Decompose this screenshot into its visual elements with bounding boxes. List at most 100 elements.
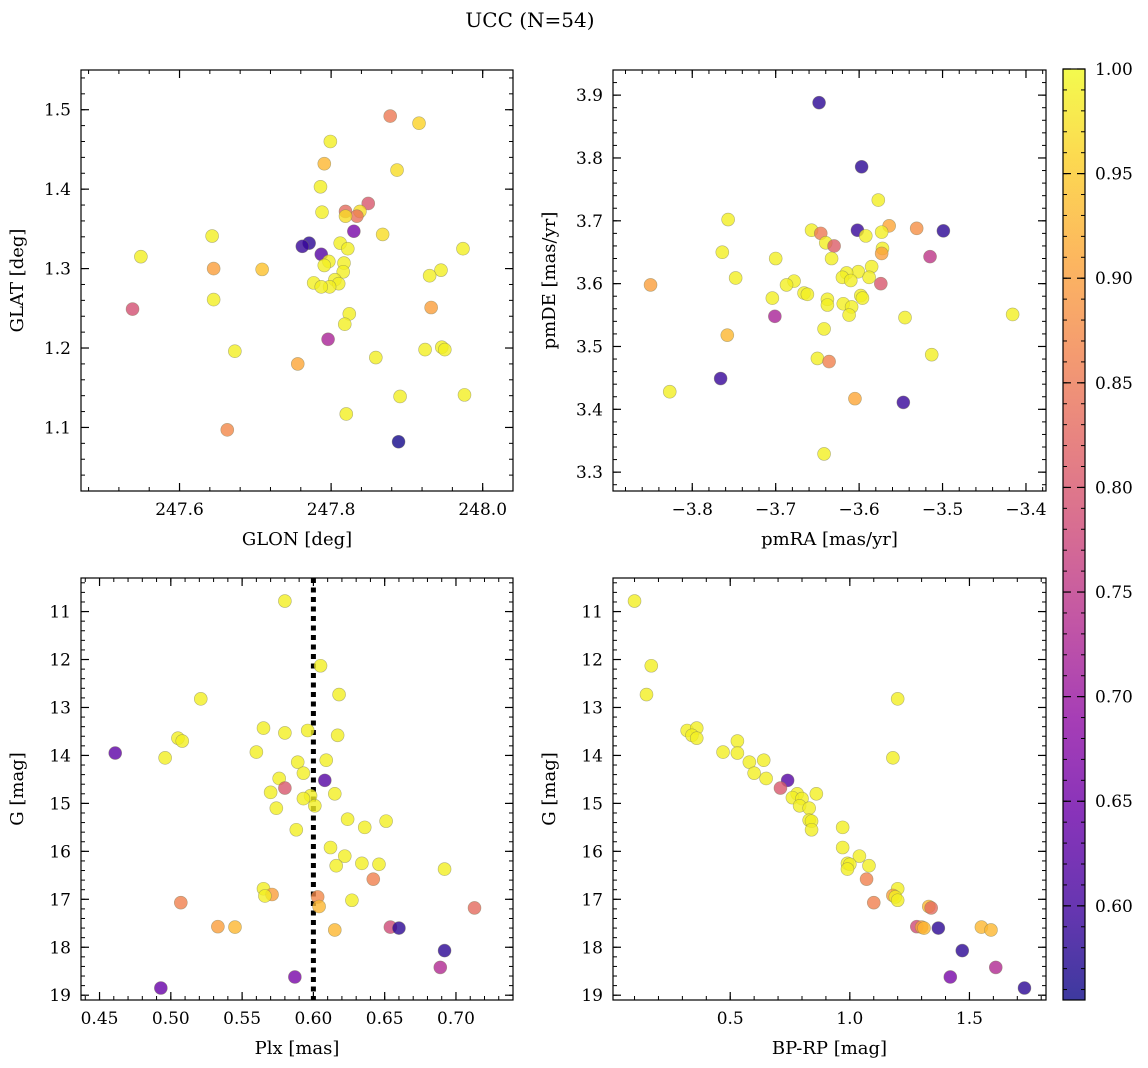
scatter-point (391, 434, 406, 449)
x-axis-label: pmRA [mas/yr] (761, 529, 898, 550)
scatter-point (924, 901, 938, 915)
scatter-point (418, 342, 432, 357)
scatter-point (817, 447, 831, 461)
scatter-point (874, 276, 888, 291)
y-tick-label: 14 (49, 746, 71, 766)
y-tick-label: 3.6 (576, 275, 603, 295)
scatter-point (802, 801, 816, 815)
y-tick-label: 3.9 (576, 86, 603, 106)
scatter-point (340, 812, 355, 827)
scatter-point (874, 246, 889, 261)
scatter-point (456, 241, 470, 256)
y-tick-label: 1.5 (44, 101, 71, 121)
y-tick-label: 1.1 (44, 418, 71, 438)
scatter-point (721, 212, 735, 227)
scatter-point (874, 225, 889, 239)
colorbar-tick-label: 0.80 (1095, 478, 1133, 498)
scatter-point (313, 179, 328, 194)
panel-bprp-g: 0.5 1.0 1.5 11 12 13 14 15 16 17 18 19 BP-RP [mag] G … (539, 577, 1047, 1059)
scatter-point (375, 227, 390, 242)
y-tick-label: 19 (581, 986, 603, 1006)
x-axis-label: BP-RP [mag] (772, 1038, 887, 1059)
x-axis-label: GLON [deg] (242, 529, 352, 550)
scatter-points (627, 594, 1032, 995)
scatter-point (747, 766, 761, 780)
scatter-point (923, 249, 937, 264)
y-tick-label: 12 (49, 651, 71, 671)
scatter-point (715, 245, 730, 260)
scatter-point (369, 350, 383, 365)
axes-frame (612, 69, 1047, 492)
y-tick-label: 1.2 (44, 339, 71, 359)
scatter-point (134, 249, 148, 264)
scatter-point (319, 753, 334, 768)
scatter-point (249, 745, 264, 759)
scatter-point (392, 921, 406, 935)
scatter-point (917, 921, 931, 935)
x-tick-label: −3.4 (1005, 500, 1046, 520)
scatter-point (943, 970, 958, 984)
scatter-point (1005, 307, 1020, 322)
scatter-point (308, 798, 322, 813)
scatter-points (108, 594, 482, 995)
x-tick-label: −3.7 (755, 500, 796, 520)
scatter-point (263, 785, 278, 800)
y-tick-label: 3.8 (576, 149, 603, 169)
scatter-point (936, 224, 951, 238)
scatter-point (768, 309, 782, 324)
x-axis-label: Plx [mas] (255, 1038, 340, 1059)
scatter-point (848, 391, 862, 406)
y-tick-label: 13 (49, 698, 71, 718)
scatter-point (379, 814, 393, 828)
y-axis-label: pmDE [mas/yr] (539, 212, 560, 350)
scatter-point (858, 229, 873, 243)
scatter-point (158, 751, 172, 765)
scatter-point (288, 970, 302, 984)
scatter-point (835, 840, 850, 855)
scatter-point (278, 594, 292, 608)
scatter-point (323, 134, 338, 149)
scatter-point (357, 820, 372, 835)
scatter-point (437, 943, 452, 958)
scatter-point (643, 278, 658, 292)
figure-title: UCC (N=54) (465, 8, 594, 32)
colorbar-tick-label: 0.65 (1095, 792, 1133, 812)
scatter-point (639, 687, 654, 702)
scatter-point (329, 858, 344, 873)
scatter-point (314, 280, 329, 294)
y-tick-label: 15 (49, 794, 71, 814)
scatter-point (835, 820, 850, 835)
scatter-point (332, 687, 346, 702)
scatter-point (256, 721, 271, 735)
y-tick-label: 13 (581, 698, 603, 718)
scatter-point (255, 262, 269, 277)
x-tick-label: 0.50 (152, 1009, 190, 1029)
scatter-point (644, 658, 659, 673)
y-tick-label: 19 (49, 986, 71, 1006)
y-tick-label: 14 (581, 746, 603, 766)
scatter-point (350, 209, 364, 223)
scatter-point (321, 332, 335, 347)
x-tick-label: 0.65 (366, 1009, 404, 1029)
scatter-point (366, 872, 381, 886)
y-tick-label: 3.4 (576, 400, 603, 420)
y-tick-label: 16 (49, 842, 71, 862)
scatter-point (412, 116, 426, 131)
scatter-point (337, 317, 352, 331)
y-tick-label: 1.3 (44, 260, 71, 280)
y-tick-label: 17 (581, 890, 603, 910)
scatter-point (810, 351, 825, 366)
scatter-point (175, 734, 190, 748)
scatter-point (988, 960, 1003, 975)
scatter-point (390, 163, 404, 177)
panel-pmra-pmde: −3.8 −3.7 −3.6 −3.5 −3.4 3.3 3.4 3.5 3.6 3.7 3.8 3.… (539, 69, 1047, 550)
scatter-point (730, 734, 745, 748)
scatter-point (817, 322, 831, 336)
scatter-point (372, 857, 386, 872)
scatter-point (295, 239, 310, 254)
y-tick-label: 1.4 (44, 180, 71, 200)
scatter-point (327, 923, 342, 937)
scatter-point (393, 389, 407, 404)
scatter-point (269, 801, 284, 815)
